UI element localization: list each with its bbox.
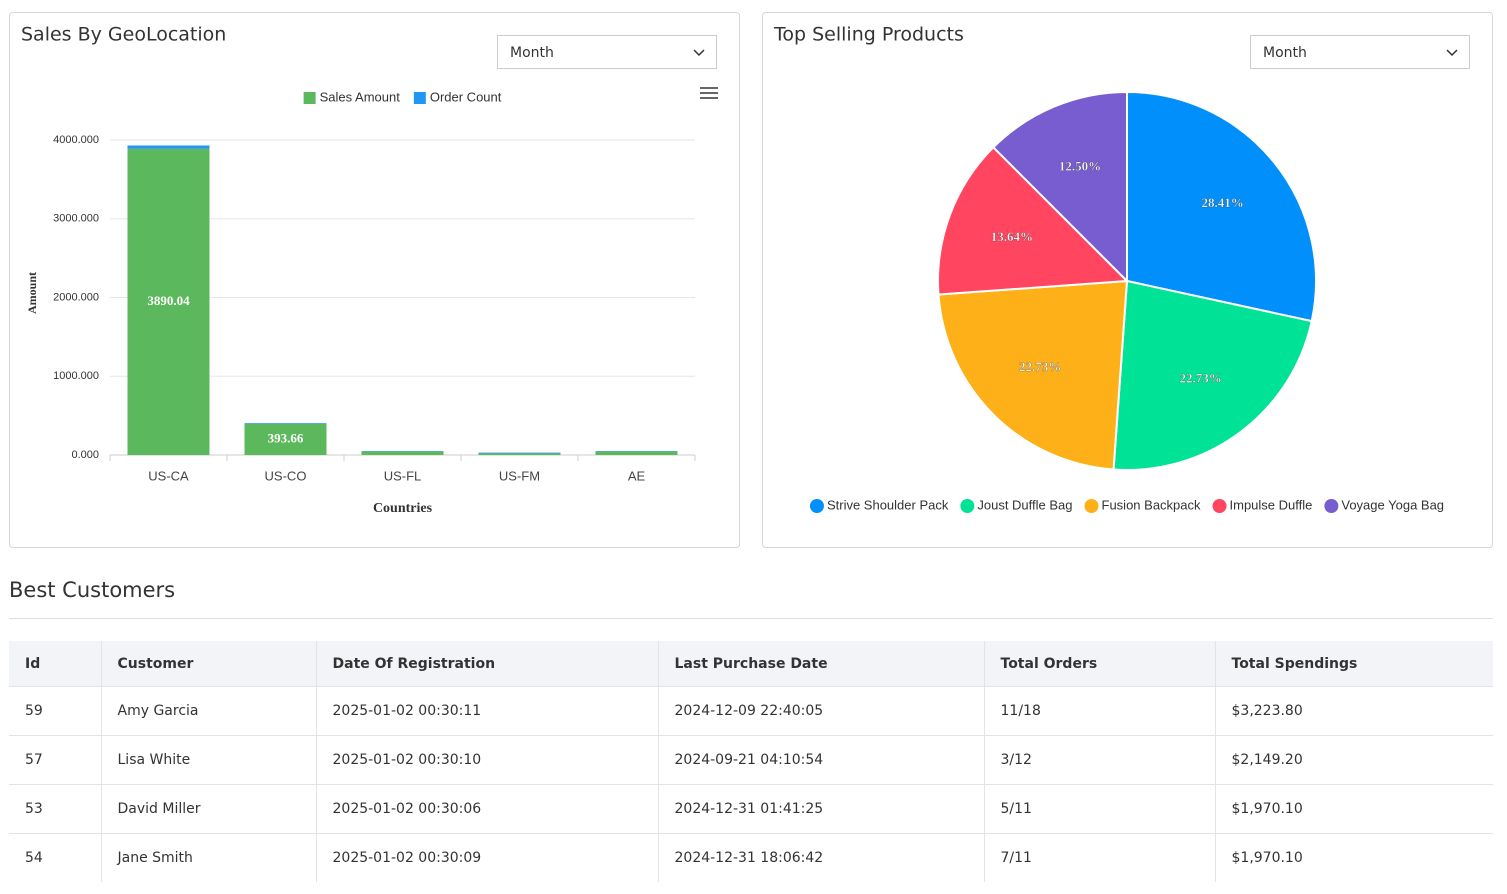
table-cell: 2025-01-02 00:30:09: [316, 833, 659, 882]
y-tick-label: 3000.000: [53, 213, 99, 225]
pie-slice: [991, 90, 1128, 284]
x-tick-label: US-CO: [265, 468, 307, 483]
bar-segment: [595, 451, 678, 455]
bar-segment: [244, 423, 327, 455]
legend-swatch: [413, 92, 426, 104]
table-cell: Jane Smith: [101, 833, 317, 882]
table-cell: 2024-12-09 22:40:05: [658, 686, 985, 736]
legend-label: Order Count: [430, 89, 502, 104]
table-row: 57 Lisa White 2025-01-02 00:30:10 2024-09-2…: [9, 735, 1493, 785]
legend: Strive Shoulder Pack Joust Duffle Bag Fusi…: [809, 497, 1444, 513]
table-cell: 11/18: [984, 686, 1216, 736]
table-cell: 53: [9, 784, 102, 834]
table-cell: 2025-01-02 00:30:10: [316, 735, 659, 785]
legend-swatch: [809, 499, 824, 513]
table-cell: $2,149.20: [1215, 735, 1493, 785]
legend-swatch: [303, 92, 316, 104]
table-cell: Lisa White: [101, 735, 317, 785]
column-header: Total Spendings: [1215, 641, 1493, 687]
legend-label: Strive Shoulder Pack: [827, 497, 949, 512]
y-axis-title: Amount: [25, 272, 39, 314]
legend-label: Impulse Duffle: [1230, 497, 1313, 512]
bar-segment: [361, 451, 444, 455]
column-header: Date Of Registration: [316, 641, 659, 687]
table-cell: 7/11: [984, 833, 1216, 882]
table-cell: $1,970.10: [1215, 833, 1493, 882]
y-tick-label: 2000.000: [53, 291, 99, 303]
dropdown-value: Month: [1263, 45, 1307, 61]
table-cell: David Miller: [101, 784, 317, 834]
table-cell: 2025-01-02 00:30:11: [316, 686, 659, 736]
table-cell: 57: [9, 735, 102, 785]
table-cell: $1,970.10: [1215, 784, 1493, 834]
pie-slice: [937, 145, 1130, 296]
bar-segment: [244, 423, 327, 424]
table-cell: 2024-12-31 01:41:25: [658, 784, 985, 834]
legend-label: Voyage Yoga Bag: [1341, 497, 1444, 512]
table-cell: 5/11: [984, 784, 1216, 834]
x-tick-label: US-FL: [384, 468, 422, 483]
data-label: 22.73%: [1180, 370, 1222, 385]
x-tick-label: US-FM: [499, 468, 540, 483]
table-row: 59 Amy Garcia 2025-01-02 00:30:11 2024-12-0…: [9, 686, 1493, 736]
table-cell: $3,223.80: [1215, 686, 1493, 736]
bar-segment: [478, 453, 561, 455]
menu-icon[interactable]: [700, 87, 718, 99]
legend-label: Joust Duffle Bag: [977, 497, 1072, 512]
table-cell: 54: [9, 833, 102, 882]
legend-swatch: [1324, 499, 1339, 513]
panel-title: Sales By GeoLocation: [21, 24, 226, 46]
bar-segment: [478, 452, 561, 454]
pie-slice: [1126, 90, 1317, 323]
y-tick-label: 1000.000: [53, 370, 99, 382]
legend-swatch: [1212, 499, 1227, 513]
data-label: 12.50%: [1059, 158, 1101, 173]
divider: [9, 618, 1493, 619]
data-label: 13.64%: [991, 229, 1033, 244]
section-title: Best Customers: [9, 578, 176, 602]
legend: Sales Amount Order Count: [303, 89, 502, 104]
customers-table: Id Customer Date Of Registration Last Purch…: [9, 641, 1493, 882]
dropdown[interactable]: Month: [1250, 35, 1470, 69]
column-header: Id: [9, 641, 102, 687]
table-cell: 2024-12-31 18:06:42: [658, 833, 985, 882]
bar-segment: [127, 145, 210, 149]
x-tick-label: AE: [628, 468, 646, 483]
legend-swatch: [1084, 499, 1099, 513]
charts: Sales By GeoLocation Top Selling Product…: [9, 12, 1493, 548]
data-label: 393.66: [268, 430, 304, 445]
panel-title: Top Selling Products: [773, 24, 964, 46]
y-tick-label: 0.000: [71, 449, 99, 461]
legend-swatch: [960, 499, 975, 513]
pie-slice: [937, 279, 1129, 471]
table-cell: 3/12: [984, 735, 1216, 785]
column-header: Last Purchase Date: [658, 641, 985, 687]
table-row: 54 Jane Smith 2025-01-02 00:30:09 2024-12-3…: [9, 833, 1493, 882]
legend-label: Sales Amount: [320, 89, 401, 104]
table-cell: 2024-09-21 04:10:54: [658, 735, 985, 785]
table-cell: 2025-01-02 00:30:06: [316, 784, 659, 834]
column-header: Customer: [101, 641, 317, 687]
data-label: 3890.04: [147, 293, 190, 308]
x-axis-title: Countries: [373, 501, 433, 516]
data-label: 28.41%: [1202, 195, 1244, 210]
dropdown[interactable]: Month: [497, 35, 717, 69]
table-cell: 59: [9, 686, 102, 736]
table-cell: Amy Garcia: [101, 686, 317, 736]
x-tick-label: US-CA: [148, 468, 189, 483]
column-header: Total Orders: [984, 641, 1216, 687]
data-label: 22.73%: [1019, 359, 1061, 374]
pie-slice: [1112, 279, 1313, 471]
y-tick-label: 4000.000: [53, 134, 99, 146]
legend-label: Fusion Backpack: [1102, 497, 1201, 512]
bar-segment: [127, 148, 210, 455]
dropdown-value: Month: [510, 45, 554, 61]
table-row: 53 David Miller 2025-01-02 00:30:06 2024-12…: [9, 784, 1493, 834]
